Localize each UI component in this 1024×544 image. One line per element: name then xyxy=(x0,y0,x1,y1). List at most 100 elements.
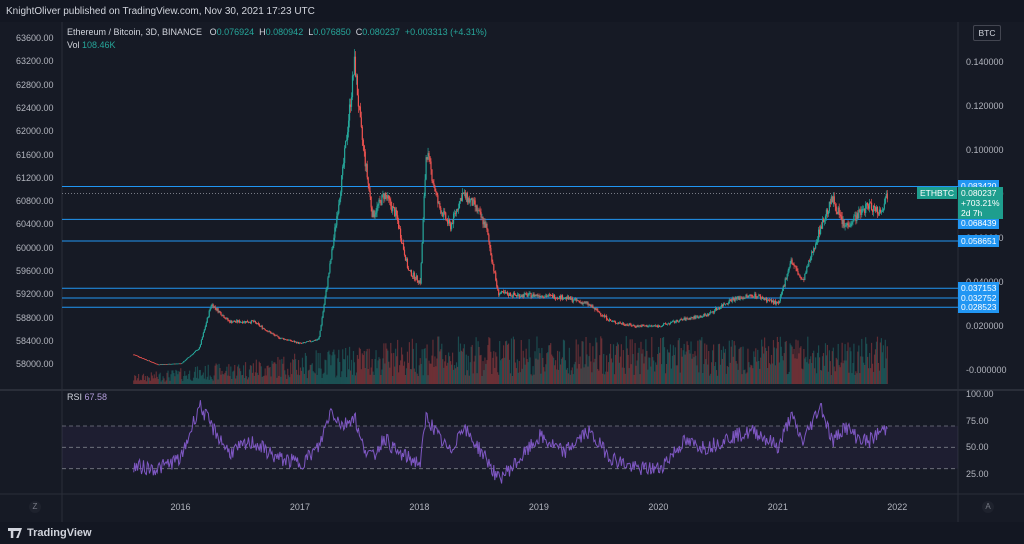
rsi-axis-tick-label: 25.00 xyxy=(966,469,989,479)
auto-scale-button[interactable]: A xyxy=(982,501,994,513)
candle-body xyxy=(618,322,620,324)
candle-body xyxy=(831,196,833,202)
volume-bar xyxy=(510,338,513,384)
volume-bar xyxy=(414,371,416,384)
candle-body xyxy=(719,307,722,309)
candle-body xyxy=(459,198,462,202)
candle-body xyxy=(627,324,629,326)
candle-body xyxy=(852,221,854,223)
volume-bar xyxy=(860,356,862,384)
candle-body xyxy=(744,297,746,299)
candle-body xyxy=(662,323,665,326)
candle-body xyxy=(181,363,183,364)
candle-body xyxy=(866,203,868,205)
candle-body xyxy=(469,200,471,203)
volume-bar xyxy=(374,359,376,384)
volume-bar xyxy=(273,362,275,384)
volume-bar xyxy=(728,340,730,384)
candle-body xyxy=(222,315,224,317)
volume-bar xyxy=(194,366,197,384)
candle-body xyxy=(843,219,845,227)
candle-body xyxy=(272,333,274,335)
volume-bar xyxy=(359,348,361,384)
candle-body xyxy=(683,317,685,320)
candle-body xyxy=(532,293,534,296)
candle-body xyxy=(608,319,611,321)
candle-body xyxy=(702,316,704,318)
volume-bar xyxy=(830,375,832,384)
candle-body xyxy=(534,294,536,297)
candle-body xyxy=(257,323,259,325)
volume-bar xyxy=(367,369,369,384)
candle-body xyxy=(615,323,618,324)
candle-body xyxy=(824,216,827,221)
currency-button[interactable]: BTC xyxy=(973,25,1001,41)
volume-bar xyxy=(198,370,201,384)
candle-body xyxy=(630,324,632,326)
candle-body xyxy=(276,335,278,337)
rsi-axis-tick-label: 100.00 xyxy=(966,389,994,399)
left-axis-tick-label: 58800.00 xyxy=(16,312,54,323)
volume-bar xyxy=(642,349,644,384)
candle-body xyxy=(797,271,799,275)
right-axis-tick-label: 0.040000 xyxy=(966,277,1004,287)
candle-body xyxy=(553,295,555,298)
candle-body xyxy=(741,298,743,299)
candle-body xyxy=(371,207,373,217)
candle-body xyxy=(708,313,710,316)
volume-bar xyxy=(597,369,599,384)
volume-bar xyxy=(633,374,635,384)
volume-bar xyxy=(240,371,242,384)
volume-bar xyxy=(576,368,578,384)
chart-frame[interactable] xyxy=(0,22,1024,522)
volume-bar xyxy=(249,365,252,384)
volume-bar xyxy=(630,364,632,384)
volume-bar xyxy=(754,356,756,384)
candle-body xyxy=(436,192,438,196)
tradingview-logo-icon xyxy=(8,528,22,538)
volume-bar xyxy=(378,357,380,384)
candle-body xyxy=(174,363,176,365)
volume-bar xyxy=(503,357,506,384)
candle-body xyxy=(651,325,653,327)
volume-bar xyxy=(515,368,517,384)
candle-body xyxy=(453,213,456,215)
volume-bar xyxy=(753,351,755,384)
candle-body xyxy=(443,211,445,217)
candle-body xyxy=(283,338,285,340)
volume-bar xyxy=(660,364,663,384)
z-button[interactable]: Z xyxy=(29,501,41,513)
header-bar: KnightOliver published on TradingView.co… xyxy=(0,0,1024,22)
candle-body xyxy=(284,339,286,340)
volume-bar xyxy=(611,362,614,384)
volume-bar xyxy=(259,362,261,384)
candle-body xyxy=(709,313,711,316)
candle-body xyxy=(216,308,218,310)
candle-body xyxy=(869,202,872,204)
candle-body xyxy=(606,315,608,320)
rsi-line xyxy=(133,400,888,484)
volume-bar xyxy=(223,374,225,384)
volume-bar xyxy=(839,367,841,384)
candle-body xyxy=(711,311,713,313)
candle-body xyxy=(823,220,826,222)
volume-bar xyxy=(688,349,690,384)
volume-bar xyxy=(816,373,818,384)
candle-body xyxy=(611,321,614,323)
volume-bar xyxy=(626,348,628,384)
x-axis-tick-label: 2019 xyxy=(528,502,549,512)
volume-bar xyxy=(460,350,463,384)
left-axis-tick-label: 62400.00 xyxy=(16,102,54,113)
candle-body xyxy=(291,340,293,342)
candle-body xyxy=(573,299,575,301)
candle-body xyxy=(166,364,168,365)
candle-body xyxy=(136,355,138,357)
candle-body xyxy=(482,217,484,225)
candle-body xyxy=(828,201,830,212)
candle-body xyxy=(266,330,268,332)
candle-body xyxy=(388,195,390,199)
candle-body xyxy=(203,329,205,333)
candle-body xyxy=(569,296,571,300)
candle-body xyxy=(344,148,346,164)
